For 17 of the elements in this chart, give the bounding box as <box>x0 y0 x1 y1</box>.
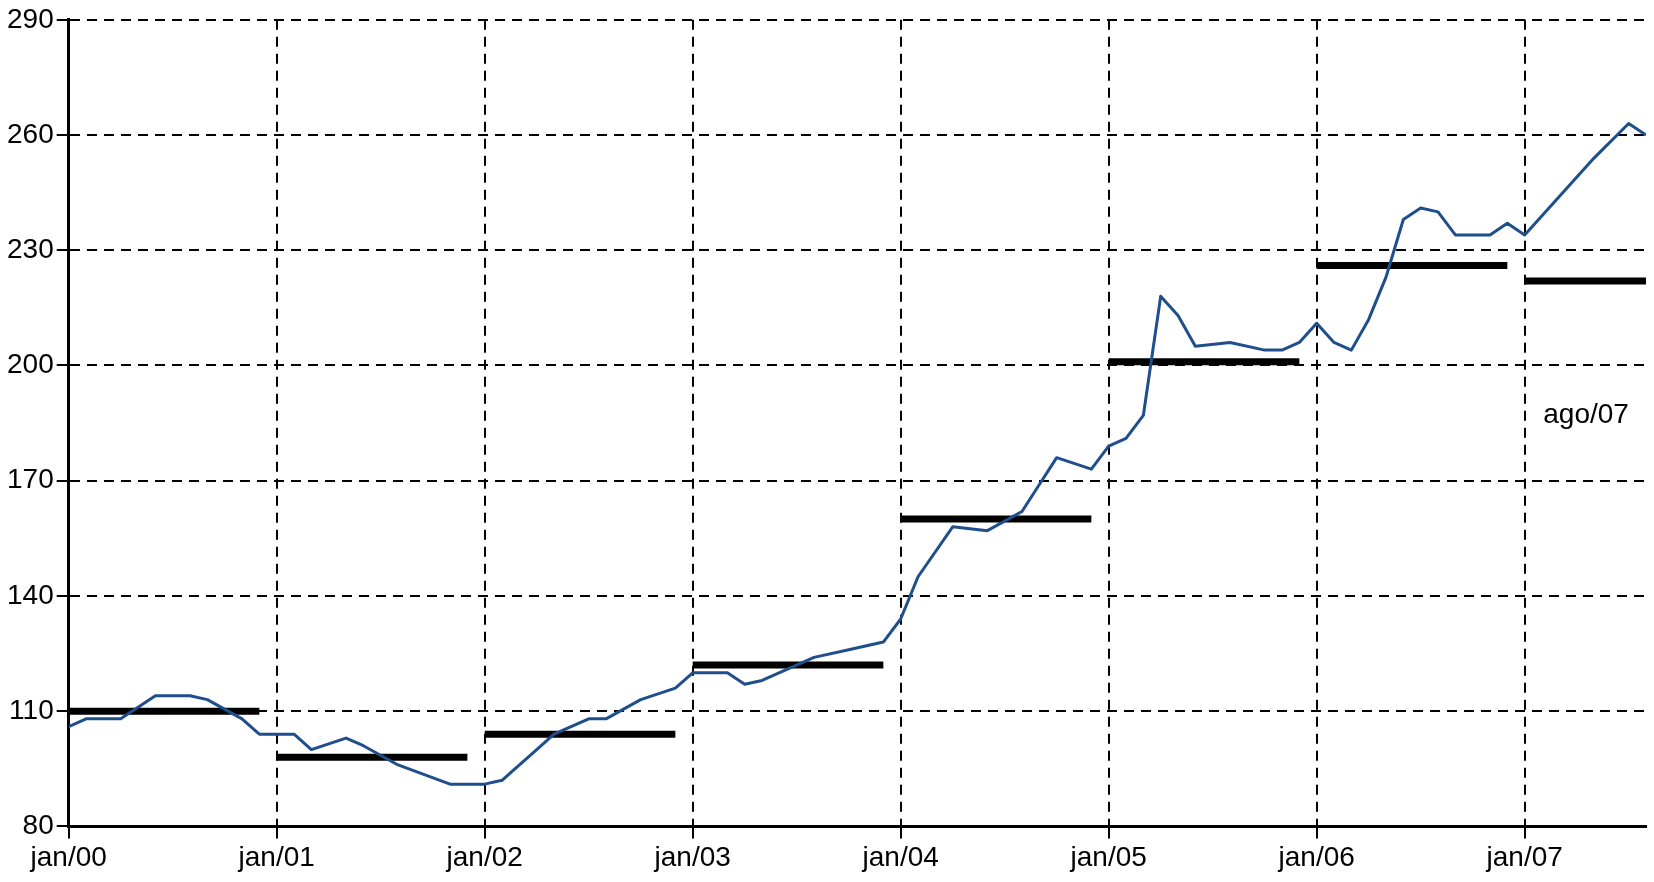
x-tick-label: jan/05 <box>1069 840 1147 872</box>
annotation: ago/07 <box>1543 397 1629 429</box>
x-tick-label: jan/04 <box>861 840 939 872</box>
y-tick-label: 80 <box>22 809 54 841</box>
x-tick-label: jan/01 <box>237 840 315 872</box>
y-tick-label: 290 <box>7 2 54 34</box>
x-tick-label: jan/03 <box>653 840 731 872</box>
x-tick-label: jan/06 <box>1277 840 1355 872</box>
y-tick-label: 260 <box>7 117 54 149</box>
x-tick-label: jan/00 <box>29 840 107 872</box>
y-tick-label: 230 <box>7 232 54 264</box>
x-tick-label: jan/07 <box>1485 840 1563 872</box>
y-tick-label: 140 <box>7 578 54 610</box>
y-tick-label: 200 <box>7 348 54 380</box>
y-tick-label: 170 <box>7 463 54 495</box>
y-tick-label: 110 <box>9 693 54 725</box>
x-tick-label: jan/02 <box>445 840 523 872</box>
